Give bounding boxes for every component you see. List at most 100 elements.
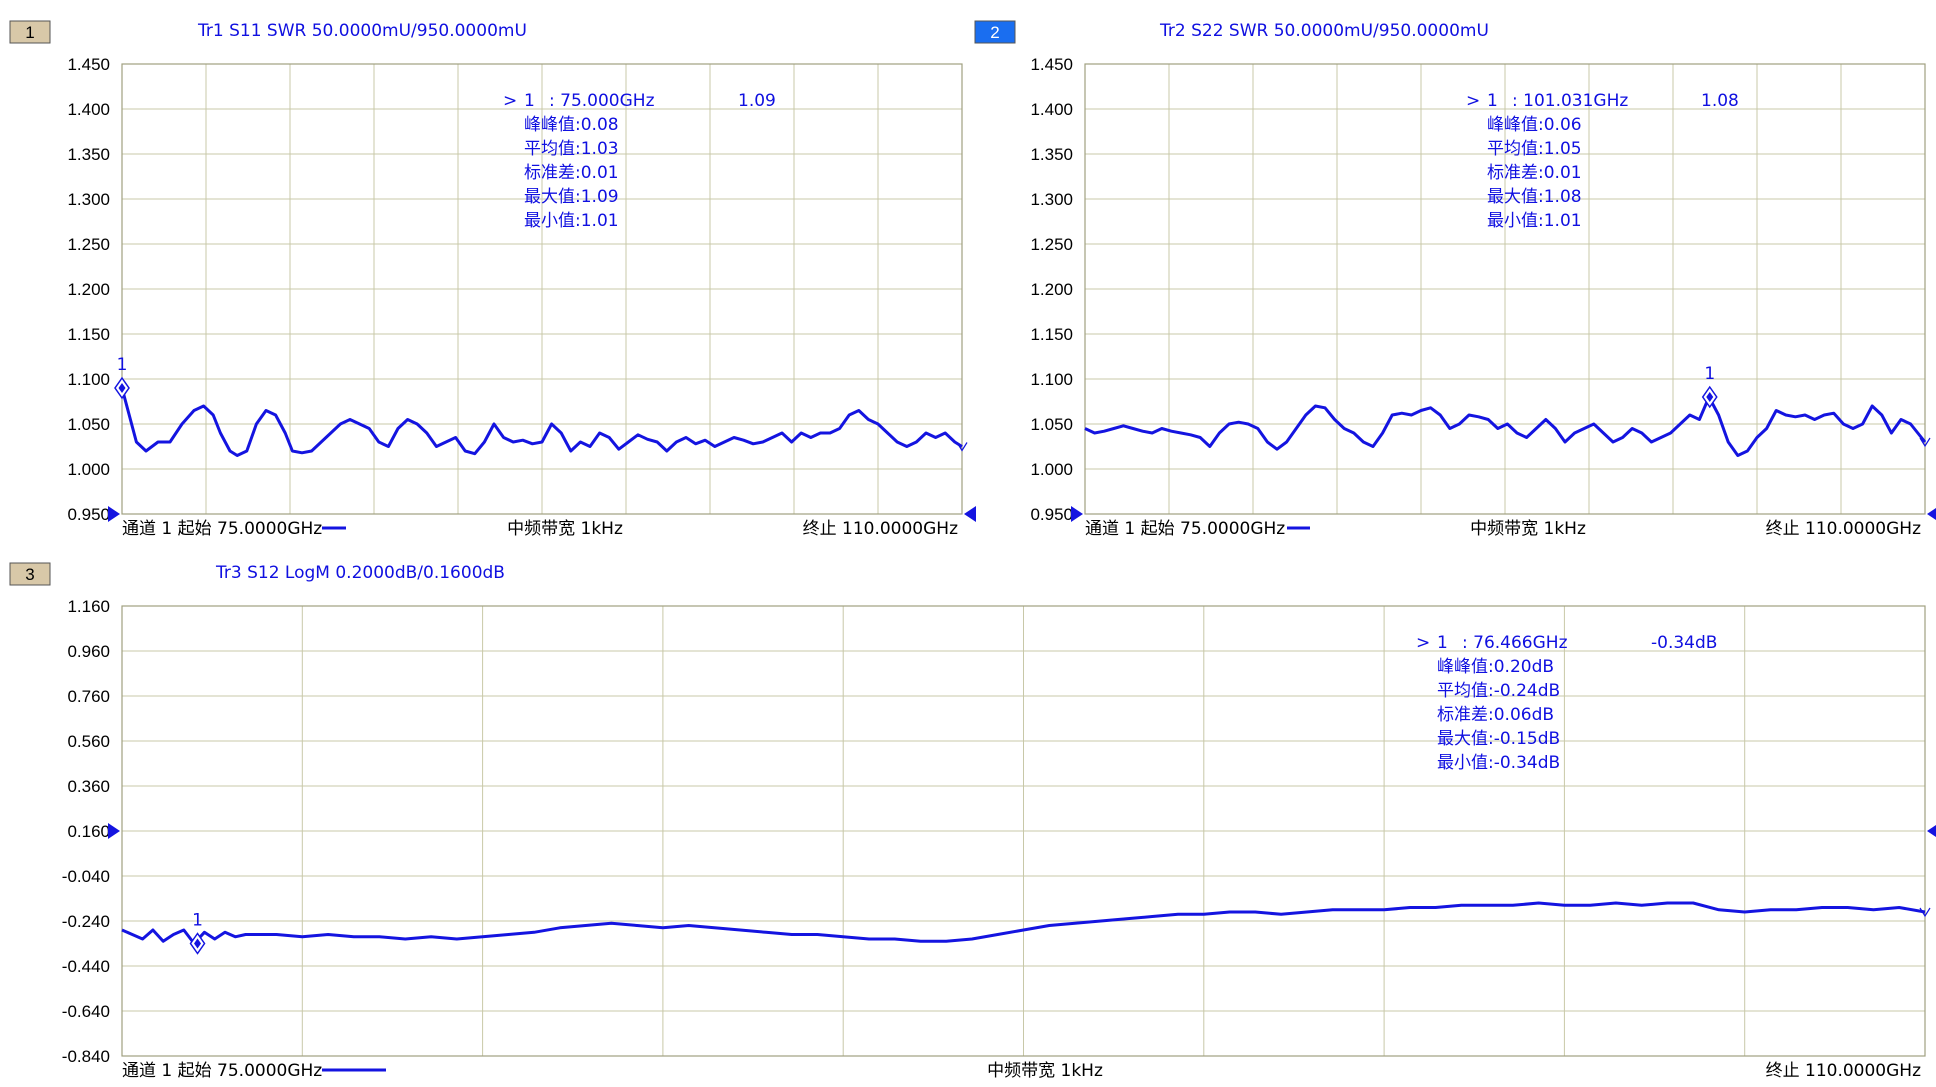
y-tick-label: 1.450 (67, 55, 110, 74)
y-tick-label: 1.350 (1030, 145, 1073, 164)
y-tick-label: -0.240 (62, 912, 110, 931)
footer-if-bandwidth: 中频带宽 1kHz (1470, 519, 1586, 539)
marker-readout-frequency: : 75.000GHz (549, 91, 655, 111)
y-tick-label: 0.160 (67, 822, 110, 841)
y-tick-label: 1.200 (1030, 280, 1073, 299)
trace-title: Tr3 S12 LogM 0.2000dB/0.1600dB (215, 563, 505, 583)
trace-end-mark (1919, 437, 1931, 448)
plot-frame (1084, 63, 1926, 515)
statistics-line: 标准差:0.06dB (1437, 705, 1554, 725)
y-tick-label: 1.200 (67, 280, 110, 299)
y-tick-label: 1.400 (67, 100, 110, 119)
reference-arrow-left[interactable] (108, 823, 120, 839)
statistics-line: 最小值:1.01 (1487, 211, 1582, 231)
statistics-line: 峰峰值:0.20dB (1437, 657, 1554, 677)
marker-label: 1 (117, 355, 128, 375)
trace-line[interactable] (1084, 395, 1927, 457)
y-tick-label: 1.150 (1030, 325, 1073, 344)
marker-diamond-core (118, 383, 126, 393)
y-tick-label: 1.100 (1030, 370, 1073, 389)
trace-panel-2[interactable]: 2 Tr2 S22 SWR 50.0000mU/950.0000mU 1.450 1.… (974, 20, 1936, 539)
marker-readout-number: 1 (1487, 91, 1498, 111)
trace-badge-label: 3 (25, 565, 34, 584)
reference-arrow-right[interactable] (964, 506, 976, 522)
statistics-line: 平均值:1.05 (1487, 139, 1582, 159)
y-tick-label: -0.040 (62, 867, 110, 886)
y-tick-label: 1.250 (1030, 235, 1073, 254)
statistics-line: 平均值:1.03 (524, 139, 619, 159)
statistics-line: 峰峰值:0.08 (524, 115, 619, 135)
footer-stop: 终止 110.0000GHz (1766, 1061, 1921, 1081)
y-tick-label: 1.300 (1030, 190, 1073, 209)
statistics-line: 最大值:1.09 (524, 187, 619, 207)
y-tick-label: -0.640 (62, 1002, 110, 1021)
marker-label: 1 (1704, 364, 1715, 384)
y-tick-label: 1.000 (1030, 460, 1073, 479)
marker-readout-frequency: : 101.031GHz (1512, 91, 1628, 111)
plot-frame (121, 63, 963, 515)
y-tick-label: 0.760 (67, 687, 110, 706)
y-tick-label: 1.050 (67, 415, 110, 434)
marker-readout-value: 1.08 (1701, 91, 1739, 111)
y-tick-label: 1.400 (1030, 100, 1073, 119)
trace-title: Tr2 S22 SWR 50.0000mU/950.0000mU (1159, 21, 1489, 41)
marker-readout-value: 1.09 (738, 91, 776, 111)
statistics-line: 标准差:0.01 (524, 163, 619, 183)
y-tick-label: 1.350 (67, 145, 110, 164)
y-tick-label: 0.950 (1030, 505, 1073, 524)
plot-frame (121, 605, 1926, 1057)
footer-start: 通道 1 起始 75.0000GHz (122, 1061, 322, 1081)
reference-arrow-right[interactable] (1927, 823, 1936, 839)
trace-badge-label: 1 (25, 23, 34, 42)
marker-label: 1 (192, 911, 203, 931)
reference-arrow-left[interactable] (108, 506, 120, 522)
marker-diamond-core (1706, 392, 1714, 402)
footer-if-bandwidth: 中频带宽 1kHz (987, 1061, 1103, 1081)
y-tick-label: -0.440 (62, 957, 110, 976)
footer-start: 通道 1 起始 75.0000GHz (122, 519, 322, 539)
trace-panel-3[interactable]: 3 Tr3 S12 LogM 0.2000dB/0.1600dB 1.160 0.96… (9, 562, 1936, 1081)
reference-arrow-right[interactable] (1927, 506, 1936, 522)
y-tick-label: -0.840 (62, 1047, 110, 1066)
footer-start: 通道 1 起始 75.0000GHz (1085, 519, 1285, 539)
marker-active-indicator: > (503, 91, 517, 111)
trace-badge[interactable] (974, 20, 1016, 44)
y-tick-label: 1.150 (67, 325, 110, 344)
y-tick-label: 1.300 (67, 190, 110, 209)
y-tick-label: 1.450 (1030, 55, 1073, 74)
trace-end-mark (1919, 907, 1931, 918)
y-tick-label: 0.560 (67, 732, 110, 751)
y-tick-label: 0.950 (67, 505, 110, 524)
y-tick-label: 1.050 (1030, 415, 1073, 434)
statistics-line: 最大值:-0.15dB (1437, 729, 1560, 749)
marker-active-indicator: > (1466, 91, 1480, 111)
marker-readout-value: -0.34dB (1651, 633, 1717, 653)
marker-readout-frequency: : 76.466GHz (1462, 633, 1568, 653)
y-tick-label: 0.360 (67, 777, 110, 796)
y-tick-label: 1.100 (67, 370, 110, 389)
statistics-line: 峰峰值:0.06 (1487, 115, 1582, 135)
statistics-line: 最小值:-0.34dB (1437, 753, 1560, 773)
statistics-line: 最小值:1.01 (524, 211, 619, 231)
marker-diamond-core (194, 938, 202, 949)
trace-line[interactable] (121, 901, 1926, 945)
statistics-line: 平均值:-0.24dB (1437, 681, 1560, 701)
trace-badge[interactable] (9, 20, 51, 44)
footer-stop: 终止 110.0000GHz (1766, 519, 1921, 539)
marker-readout-number: 1 (524, 91, 535, 111)
statistics-line: 最大值:1.08 (1487, 187, 1582, 207)
y-tick-label: 1.000 (67, 460, 110, 479)
trace-badge[interactable] (9, 562, 51, 586)
footer-stop: 终止 110.0000GHz (803, 519, 958, 539)
trace-end-mark (956, 442, 968, 452)
y-tick-label: 1.160 (67, 597, 110, 616)
trace-title: Tr1 S11 SWR 50.0000mU/950.0000mU (197, 21, 527, 41)
marker-readout-number: 1 (1437, 633, 1448, 653)
reference-arrow-left[interactable] (1071, 506, 1083, 522)
footer-if-bandwidth: 中频带宽 1kHz (507, 519, 623, 539)
trace-line[interactable] (120, 387, 963, 457)
trace-panel-1[interactable]: 1 Tr1 S11 SWR 50.0000mU/950.0000mU 1.450 1.… (9, 20, 976, 539)
marker-active-indicator: > (1416, 633, 1430, 653)
y-tick-label: 0.960 (67, 642, 110, 661)
